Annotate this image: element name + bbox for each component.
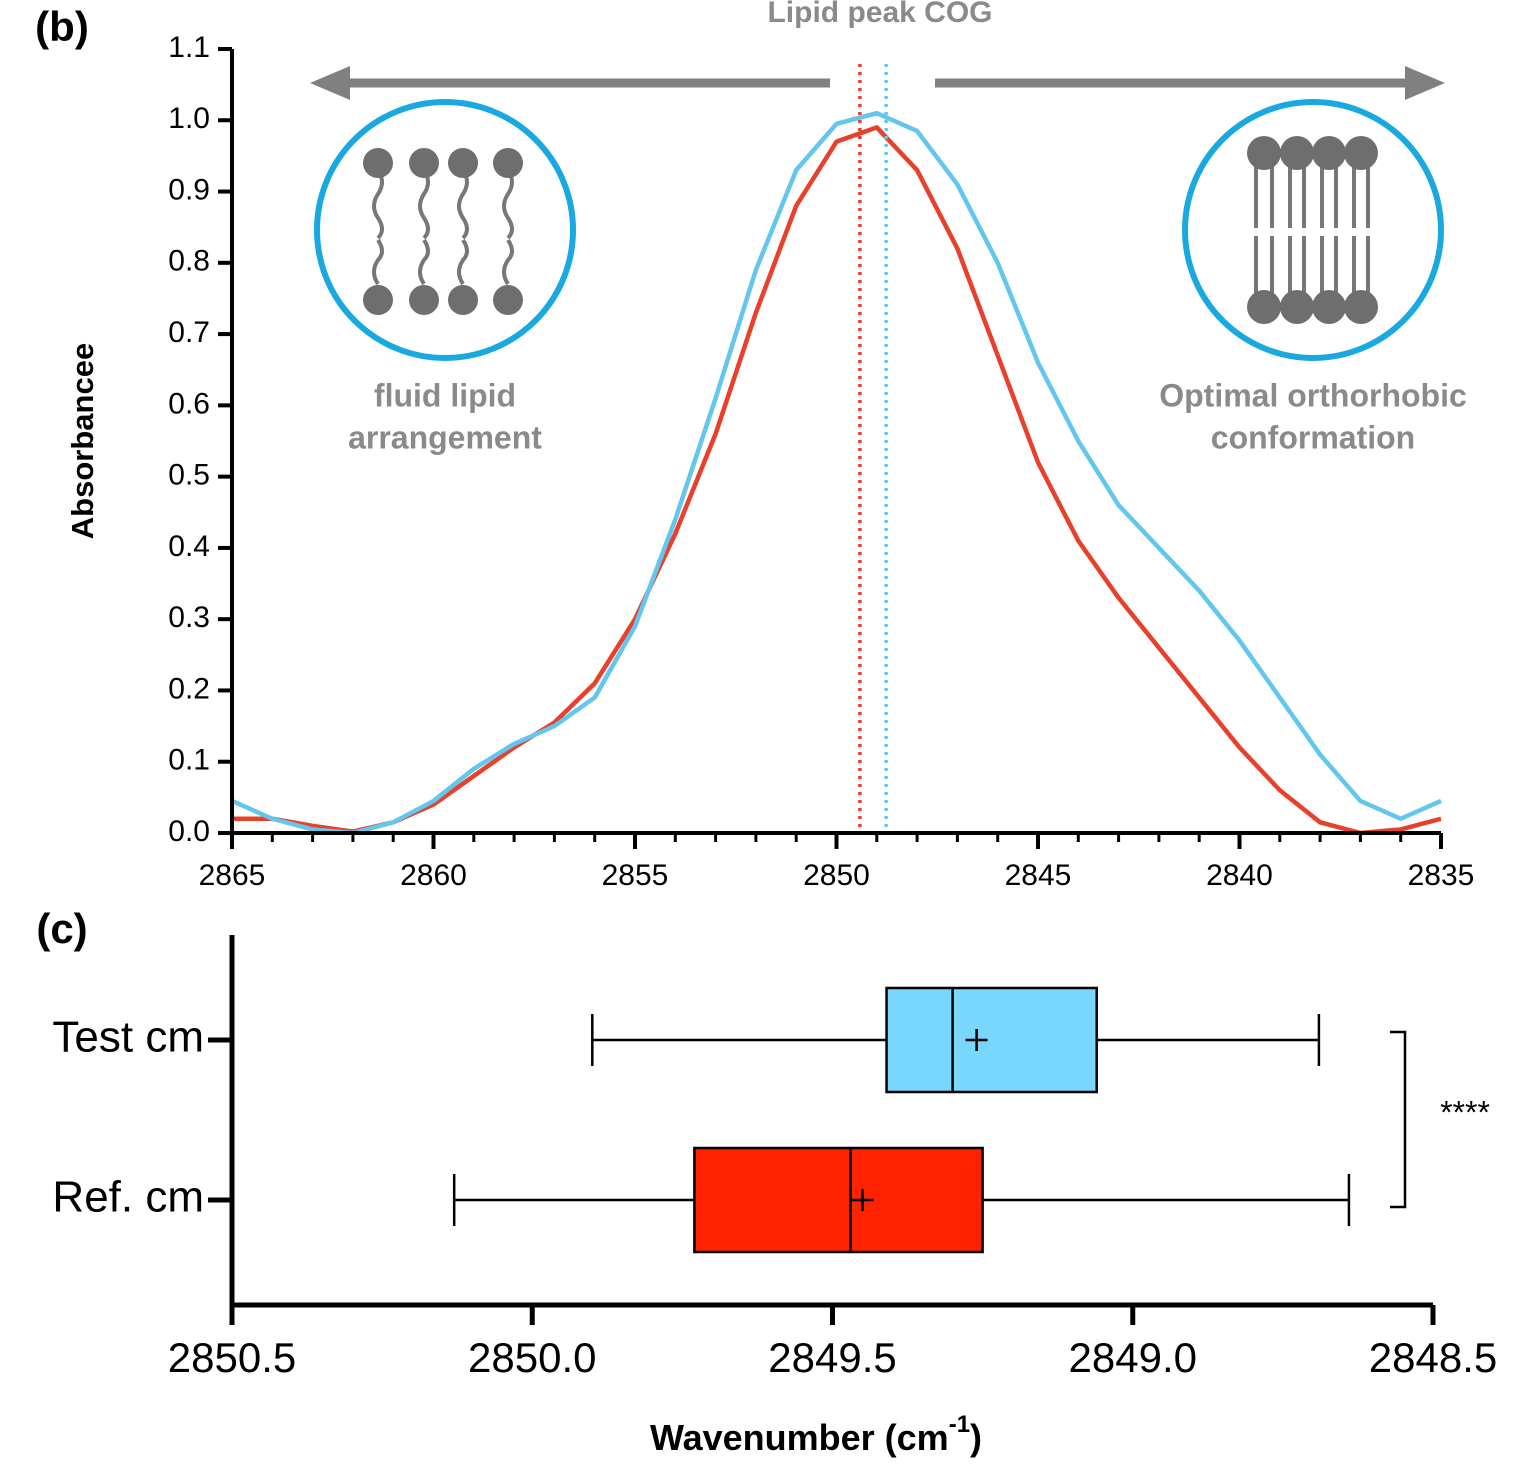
annotation: Optimal orthorhobic xyxy=(1159,377,1467,413)
y-tick-label: 0.4 xyxy=(168,530,210,563)
x-tick-label: 2835 xyxy=(1408,859,1475,892)
y-tick-label: Ref. cm xyxy=(52,1173,204,1222)
annotation: arrangement xyxy=(348,419,542,455)
ordered-icon-circle xyxy=(1182,99,1444,361)
data-line xyxy=(231,110,1442,836)
fluid-lipid-icon xyxy=(363,148,523,315)
right-arrow-head xyxy=(1405,66,1445,100)
annotation: fluid lipid xyxy=(374,377,516,413)
x-axis-label: Wavenumber (cm-1) xyxy=(650,1411,982,1457)
x-tick-label: 2848.5 xyxy=(1369,1334,1497,1381)
box xyxy=(885,986,1098,1094)
chart-title: Lipid peak COG xyxy=(767,0,992,29)
mean-marker xyxy=(851,1189,874,1211)
x-tick-label: 2855 xyxy=(602,859,669,892)
y-tick-label: 0.1 xyxy=(168,744,210,777)
mean-marker xyxy=(965,1029,988,1051)
significance-bracket xyxy=(1390,1030,1407,1209)
panel-label: (b) xyxy=(35,3,89,50)
y-tick-label: 0.2 xyxy=(168,672,210,705)
x-axis-label-sup: -1 xyxy=(949,1411,970,1438)
x-tick-label: 2849.0 xyxy=(1069,1334,1197,1381)
x-tick-label: 2860 xyxy=(400,859,467,892)
x-tick-label: 2850 xyxy=(803,859,870,892)
x-axis-label-text: Wavenumber (cm xyxy=(650,1417,949,1458)
box xyxy=(693,1146,984,1254)
x-tick-label: 2845 xyxy=(1005,859,1072,892)
ordered-lipid-icon xyxy=(1247,136,1378,324)
y-tick-label: 0.8 xyxy=(168,245,210,278)
x-tick-label: 2849.5 xyxy=(768,1334,896,1381)
x-tick-label: 2850.5 xyxy=(168,1334,296,1381)
panel-label: (c) xyxy=(36,905,87,952)
x-tick-label: 2850.0 xyxy=(468,1334,596,1381)
annotations: fluid lipid arrangement Optimal orthorho… xyxy=(348,377,1467,455)
decorations xyxy=(310,66,1445,361)
y-tick-label: 0.6 xyxy=(168,387,210,420)
x-axis-label-text: ) xyxy=(970,1417,982,1458)
left-arrow-head xyxy=(310,66,350,100)
y-tick-label: Test cm xyxy=(52,1013,204,1062)
y-tick-label: 0.3 xyxy=(168,601,210,634)
y-tick-label: 0.5 xyxy=(168,459,210,492)
y-tick-label: 0.0 xyxy=(168,815,210,848)
y-tick-label: 0.9 xyxy=(168,173,210,206)
x-tick-label: 2840 xyxy=(1206,859,1273,892)
significance-label: **** xyxy=(1440,1094,1490,1130)
data-line xyxy=(232,125,1442,836)
y-axis-label: Absorbancee xyxy=(65,343,100,539)
fluid-icon-circle xyxy=(314,99,576,361)
y-tick-label: 0.7 xyxy=(168,316,210,349)
annotation: conformation xyxy=(1211,419,1415,455)
y-tick-label: 1.1 xyxy=(168,31,210,64)
y-tick-label: 1.0 xyxy=(168,102,210,135)
x-tick-label: 2865 xyxy=(199,859,266,892)
